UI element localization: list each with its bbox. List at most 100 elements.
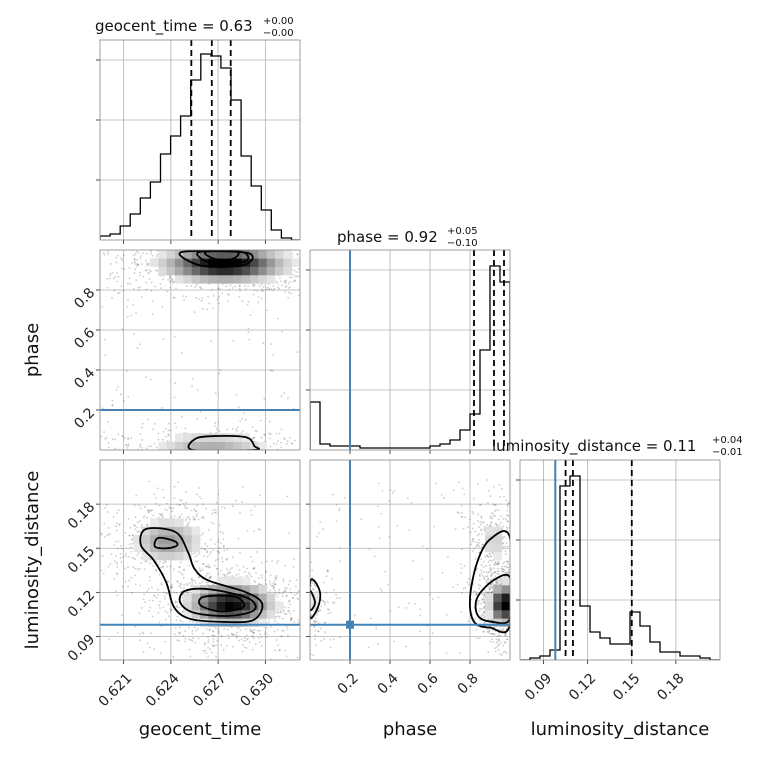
sample-point: [199, 243, 201, 245]
sample-point: [333, 602, 336, 604]
sample-point: [506, 503, 509, 506]
ticks: [96, 503, 266, 664]
sample-point: [218, 302, 221, 305]
sample-point: [495, 581, 498, 584]
sample-point: [329, 638, 332, 641]
sample-point: [326, 569, 329, 572]
sample-point: [522, 603, 524, 605]
sample-point: [287, 291, 290, 294]
sample-point: [314, 644, 317, 647]
sample-point: [253, 631, 255, 634]
sample-point: [376, 505, 379, 508]
sample-point: [142, 275, 145, 278]
sample-point: [221, 560, 224, 563]
density-cell: [208, 275, 217, 284]
sample-point: [230, 454, 232, 456]
sample-point: [492, 567, 495, 570]
sample-point: [499, 495, 502, 498]
sample-point: [237, 406, 240, 409]
sample-point: [169, 276, 171, 278]
density-cell: [266, 266, 276, 276]
sample-point: [256, 551, 258, 553]
sample-point: [492, 577, 494, 580]
sample-point: [187, 521, 190, 524]
sample-point: [380, 512, 382, 515]
density-cell: [191, 441, 201, 450]
sample-point: [512, 581, 514, 583]
density-cell: [141, 543, 151, 552]
sample-point: [530, 598, 532, 600]
sample-point: [517, 613, 519, 615]
sample-point: [480, 523, 482, 526]
sample-point: [458, 481, 460, 484]
sample-point: [148, 271, 151, 274]
sample-point: [515, 573, 517, 575]
sample-point: [343, 443, 345, 445]
sample-point: [515, 617, 517, 619]
sample-point: [160, 582, 163, 584]
sample-point: [223, 507, 226, 509]
sample-point: [335, 593, 337, 596]
density-cell: [225, 266, 234, 276]
sample-point: [248, 338, 250, 341]
sample-point: [311, 259, 313, 261]
sample-point: [269, 583, 272, 585]
sample-point: [486, 630, 489, 633]
sample-point: [206, 555, 209, 558]
sample-point: [167, 603, 170, 606]
sample-point: [520, 621, 522, 623]
sample-point: [163, 598, 166, 600]
sample-point: [95, 270, 97, 272]
sample-point: [127, 443, 130, 446]
sample-point: [464, 586, 467, 589]
sample-point: [101, 555, 104, 557]
sample-point: [192, 552, 195, 555]
sample-point: [166, 241, 168, 243]
sample-point: [481, 608, 483, 610]
sample-point: [189, 455, 191, 457]
sample-point: [313, 584, 316, 587]
sample-point: [274, 589, 276, 592]
sample-point: [494, 575, 497, 578]
sample-point: [253, 530, 256, 533]
sample-point: [515, 549, 517, 551]
sample-point: [491, 586, 494, 589]
sample-point: [226, 558, 229, 560]
sample-point: [511, 611, 513, 613]
sample-point: [212, 638, 215, 640]
sample-point: [281, 595, 284, 597]
sample-point: [253, 284, 256, 286]
sample-point: [326, 272, 328, 274]
density-cell: [216, 433, 226, 442]
sample-point: [306, 605, 308, 607]
sample-point: [150, 270, 152, 273]
sample-point: [285, 284, 288, 287]
sample-point: [462, 527, 465, 530]
sample-point: [167, 434, 170, 437]
sample-point: [520, 627, 522, 629]
sample-point: [249, 509, 252, 512]
sample-point: [138, 520, 141, 523]
sample-point: [114, 275, 117, 278]
sample-point: [296, 597, 299, 600]
sample-point: [121, 328, 124, 331]
sample-point: [180, 219, 182, 221]
sample-point: [435, 482, 438, 485]
sample-point: [154, 423, 156, 425]
sample-point: [198, 569, 201, 572]
sample-point: [136, 347, 139, 350]
sample-point: [156, 253, 159, 256]
sample-point: [134, 625, 137, 628]
sample-point: [148, 445, 150, 448]
sample-point: [481, 533, 484, 536]
sample-point: [510, 585, 512, 587]
panel-frame: [99, 459, 301, 661]
sample-point: [391, 491, 394, 494]
sample-point: [514, 583, 516, 585]
sample-point: [433, 525, 436, 528]
sample-point: [262, 290, 265, 292]
sample-point: [500, 654, 503, 656]
sample-point: [502, 651, 505, 654]
sample-point: [146, 642, 149, 645]
density-cell: [258, 250, 267, 259]
